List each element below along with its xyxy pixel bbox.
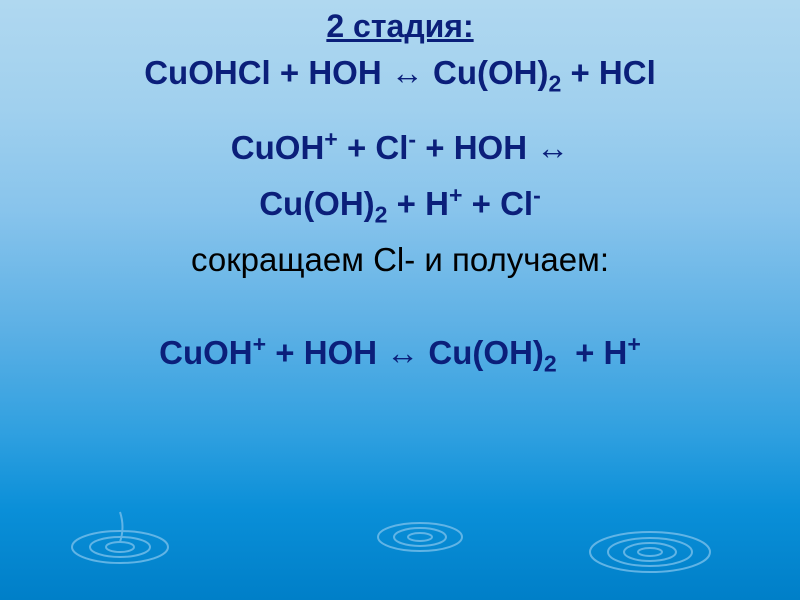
equation-1: CuOHCl + HOH ↔ Cu(OH)2 + HCl [30,51,770,100]
equation-2b: Cu(OH)2 + H+ + Cl- [30,180,770,231]
eq1-rhs: Cu(OH)2 + HCl [433,54,656,91]
slide: 2 стадия: CuOHCl + HOH ↔ Cu(OH)2 + HCl C… [0,0,800,600]
stage-title: 2 стадия: [30,8,770,45]
body-text: сокращаем Cl- и получаем: [30,241,770,279]
equation-3: CuOH+ + HOH ↔ Cu(OH)2 + H+ [30,329,770,380]
equation-2a: CuOH+ + Cl- + HOH ↔ [30,124,770,171]
eq1-op: ↔ [391,54,433,91]
eq1-lhs: CuOHCl + HOH [144,54,381,91]
